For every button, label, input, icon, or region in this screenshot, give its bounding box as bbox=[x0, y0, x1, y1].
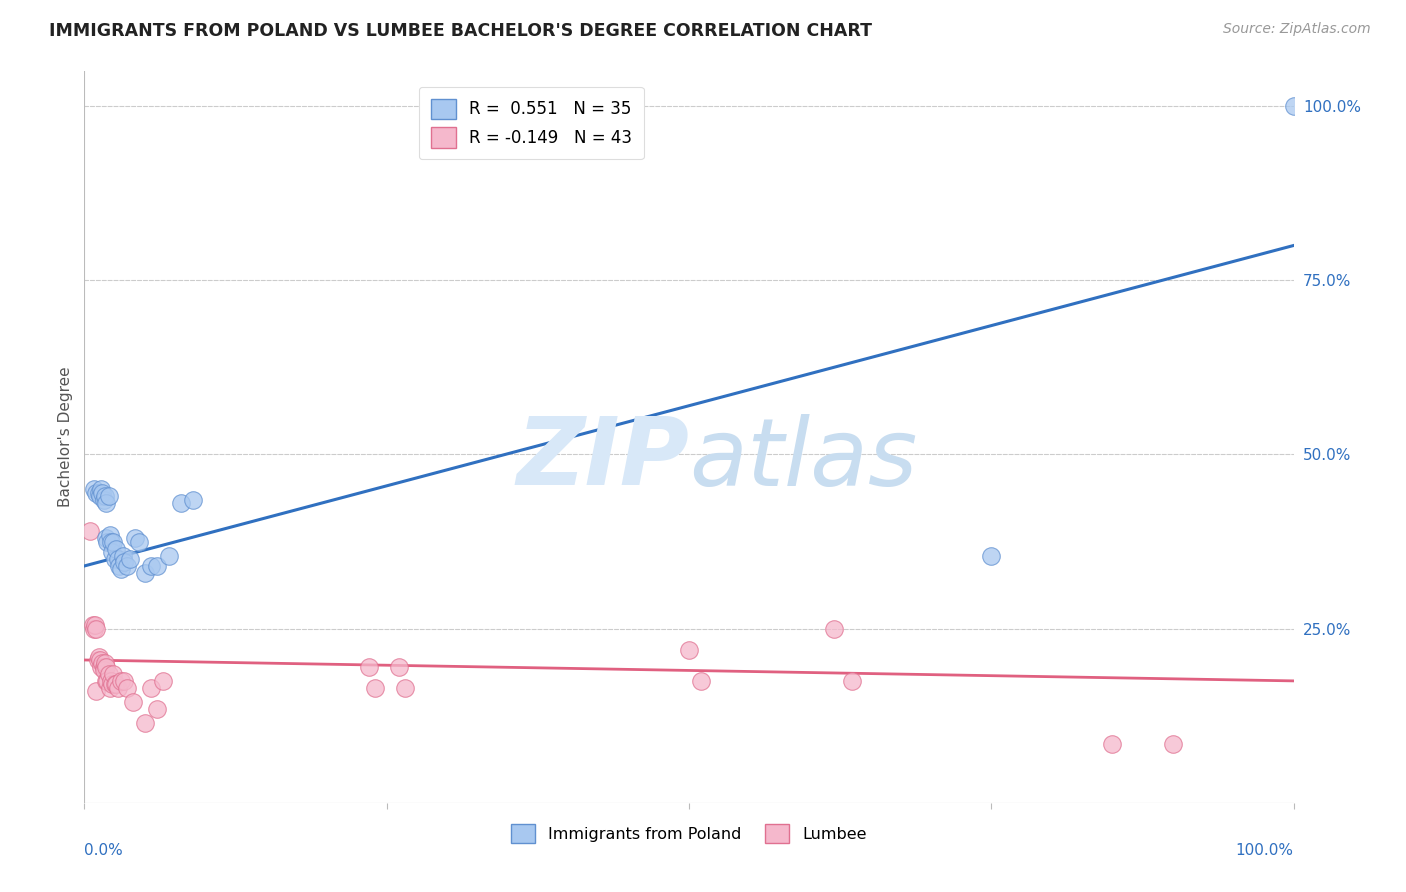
Point bbox=[90, 660, 112, 674]
Point bbox=[104, 541, 127, 556]
Point bbox=[363, 681, 385, 695]
Point bbox=[139, 681, 162, 695]
Point bbox=[94, 496, 117, 510]
Point bbox=[94, 489, 117, 503]
Point bbox=[98, 527, 121, 541]
Point bbox=[93, 660, 115, 674]
Point bbox=[388, 660, 411, 674]
Point bbox=[120, 552, 142, 566]
Point bbox=[134, 715, 156, 730]
Point bbox=[115, 558, 138, 573]
Point bbox=[357, 660, 380, 674]
Point bbox=[89, 489, 111, 503]
Point bbox=[94, 531, 117, 545]
Point bbox=[980, 549, 1002, 563]
Point bbox=[146, 702, 169, 716]
Point bbox=[94, 673, 117, 688]
Point bbox=[101, 677, 124, 691]
Point bbox=[139, 558, 162, 573]
Point bbox=[104, 677, 127, 691]
Point bbox=[103, 534, 125, 549]
Point bbox=[115, 681, 138, 695]
Point bbox=[100, 673, 122, 688]
Text: atlas: atlas bbox=[689, 414, 917, 505]
Point bbox=[181, 492, 204, 507]
Point bbox=[97, 489, 120, 503]
Point bbox=[134, 566, 156, 580]
Point bbox=[86, 485, 108, 500]
Point bbox=[104, 552, 127, 566]
Point bbox=[112, 556, 135, 570]
Point bbox=[93, 664, 115, 678]
Point bbox=[823, 622, 845, 636]
Text: ZIP: ZIP bbox=[516, 413, 689, 505]
Point bbox=[100, 534, 122, 549]
Point bbox=[1282, 99, 1305, 113]
Point bbox=[87, 649, 110, 664]
Point bbox=[87, 485, 110, 500]
Point bbox=[157, 549, 180, 563]
Point bbox=[112, 673, 135, 688]
Point bbox=[121, 695, 143, 709]
Point bbox=[841, 673, 863, 688]
Point bbox=[690, 673, 713, 688]
Point bbox=[170, 496, 193, 510]
Point bbox=[90, 483, 112, 497]
Point bbox=[107, 552, 129, 566]
Point bbox=[110, 673, 132, 688]
Point bbox=[84, 618, 107, 632]
Point bbox=[89, 653, 111, 667]
Point bbox=[103, 667, 125, 681]
Point bbox=[1101, 737, 1123, 751]
Point bbox=[146, 558, 169, 573]
Point bbox=[86, 622, 108, 636]
Point bbox=[98, 681, 121, 695]
Text: 100.0%: 100.0% bbox=[1236, 843, 1294, 858]
Text: IMMIGRANTS FROM POLAND VS LUMBEE BACHELOR'S DEGREE CORRELATION CHART: IMMIGRANTS FROM POLAND VS LUMBEE BACHELO… bbox=[49, 22, 872, 40]
Point bbox=[86, 653, 108, 667]
Point bbox=[112, 549, 135, 563]
Point bbox=[83, 483, 105, 497]
Point bbox=[128, 534, 150, 549]
Point bbox=[93, 492, 115, 507]
Point bbox=[97, 667, 120, 681]
Point bbox=[394, 681, 416, 695]
Point bbox=[83, 622, 105, 636]
Point bbox=[152, 673, 174, 688]
Point bbox=[124, 531, 146, 545]
Point bbox=[108, 558, 131, 573]
Point bbox=[94, 657, 117, 671]
Point bbox=[1161, 737, 1184, 751]
Point bbox=[101, 545, 124, 559]
Text: 0.0%: 0.0% bbox=[84, 843, 124, 858]
Point bbox=[107, 681, 129, 695]
Y-axis label: Bachelor's Degree: Bachelor's Degree bbox=[58, 367, 73, 508]
Point bbox=[110, 562, 132, 576]
Point bbox=[79, 524, 101, 538]
Point bbox=[86, 684, 108, 698]
Point bbox=[82, 618, 104, 632]
Point bbox=[96, 673, 118, 688]
Point bbox=[91, 657, 114, 671]
Point bbox=[94, 660, 117, 674]
Point bbox=[91, 485, 114, 500]
Point bbox=[96, 534, 118, 549]
Point bbox=[678, 642, 700, 657]
Point bbox=[104, 677, 127, 691]
Legend: Immigrants from Poland, Lumbee: Immigrants from Poland, Lumbee bbox=[505, 817, 873, 850]
Text: Source: ZipAtlas.com: Source: ZipAtlas.com bbox=[1223, 22, 1371, 37]
